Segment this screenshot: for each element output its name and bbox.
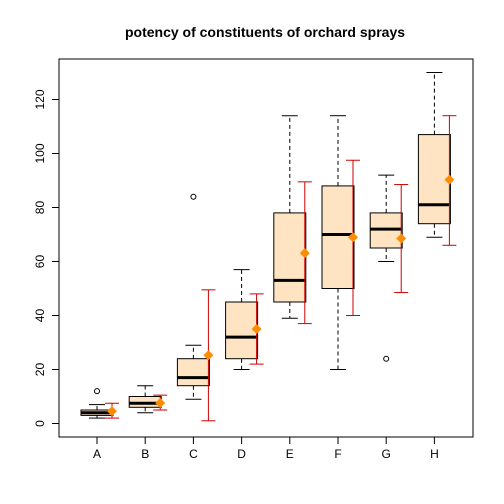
box-D	[225, 269, 259, 370]
box-series	[80, 72, 451, 419]
mean-marker-F	[348, 232, 358, 243]
box-C	[176, 193, 210, 400]
outlier-point	[190, 193, 197, 200]
mean-marker-C	[203, 350, 214, 361]
x-axis: A B C D E F G H	[93, 436, 439, 461]
box-B	[128, 385, 162, 414]
box-H	[417, 72, 451, 238]
y-tick-label: 0	[33, 420, 47, 427]
x-tick-label: F	[334, 447, 341, 461]
box-F	[321, 115, 355, 370]
mean-series	[107, 174, 455, 417]
box-E	[273, 115, 307, 319]
plot-frame	[58, 58, 474, 438]
chart-title: potency of constituents of orchard spray…	[125, 24, 405, 40]
y-tick-label: 40	[33, 309, 47, 323]
box-iqr	[176, 358, 210, 387]
mean-marker-A	[107, 406, 117, 417]
box-G	[369, 174, 403, 362]
x-tick-label: G	[382, 447, 391, 461]
y-tick-label: 120	[33, 89, 47, 109]
x-tick-label: C	[189, 447, 198, 461]
x-tick-label: D	[237, 447, 246, 461]
y-tick-label: 60	[33, 255, 47, 269]
x-tick-label: A	[93, 447, 101, 461]
y-tick-label: 80	[33, 201, 47, 215]
box-iqr	[273, 212, 307, 303]
x-tick-label: H	[430, 447, 439, 461]
y-tick-label: 100	[33, 143, 47, 163]
mean-marker-E	[299, 248, 310, 259]
mean-marker-H	[444, 174, 455, 185]
x-tick-label: E	[286, 447, 294, 461]
mean-marker-D	[251, 324, 262, 334]
outlier-point	[383, 355, 390, 362]
outlier-point	[94, 388, 100, 395]
mean-marker-G	[396, 233, 407, 244]
box-iqr	[225, 301, 259, 360]
y-tick-label: 20	[33, 363, 47, 377]
x-tick-label: B	[141, 447, 149, 461]
mean-marker-B	[155, 397, 166, 408]
y-axis: 0 20 40 60 80 100 120	[33, 89, 60, 427]
